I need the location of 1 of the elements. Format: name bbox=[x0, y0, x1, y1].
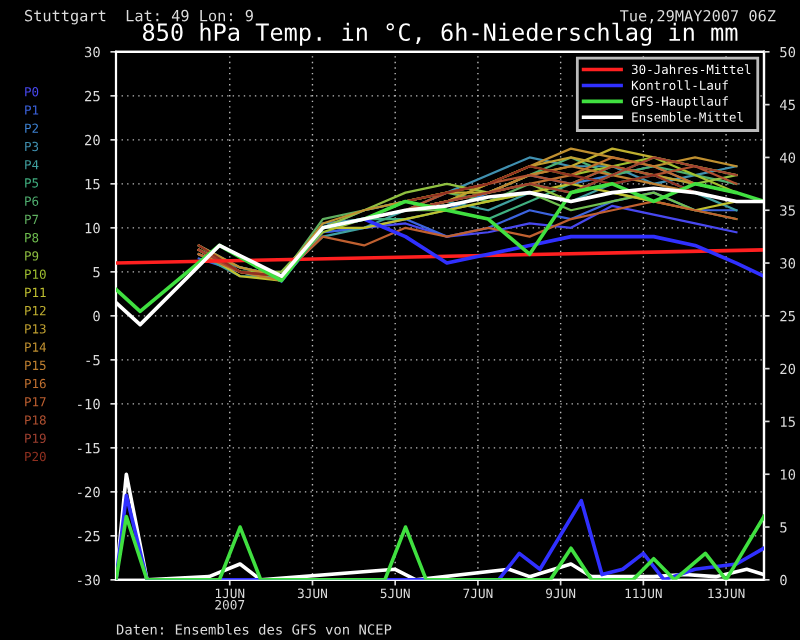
chart-title: 850 hPa Temp. in °C, 6h-Niederschlag in mm bbox=[143, 22, 738, 46]
